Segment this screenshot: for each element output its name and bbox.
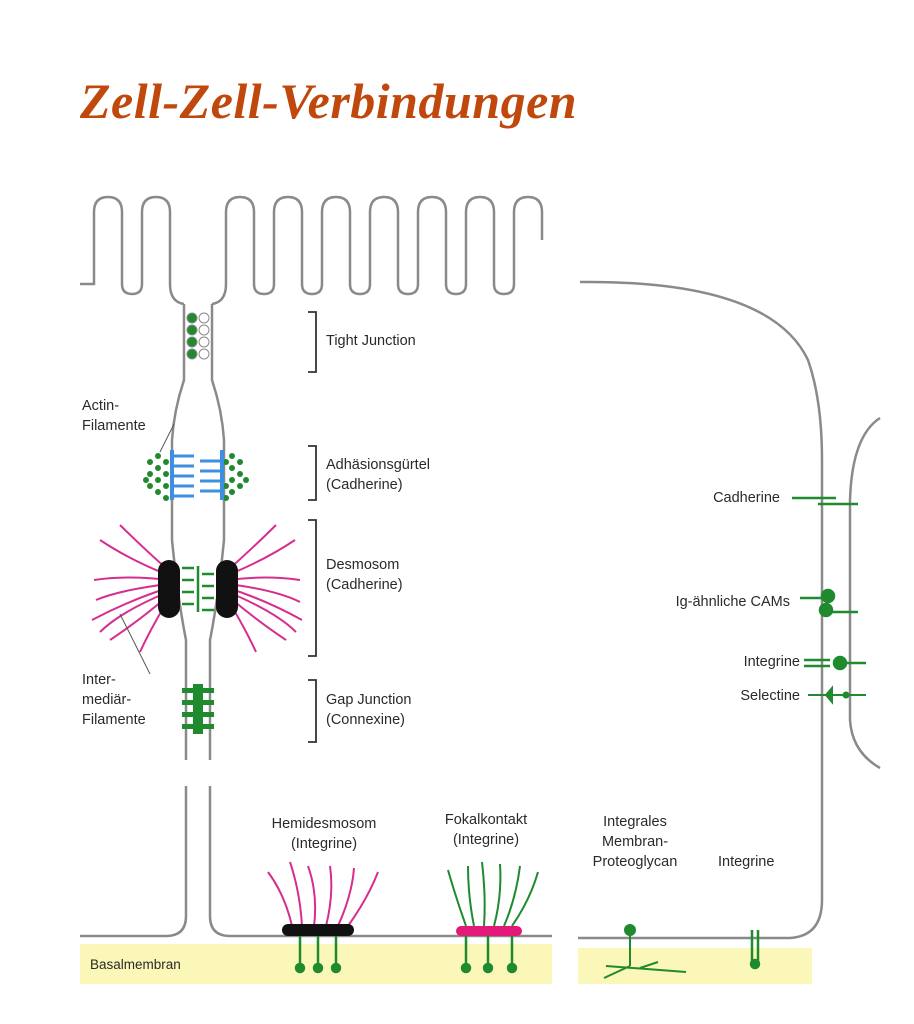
label-adhesion-belt: Adhäsionsgürtel (Cadherine) (326, 457, 430, 493)
hemidesmosome-plaque (282, 924, 354, 936)
page-title: Zell-Zell-Verbindungen (80, 73, 578, 129)
cadherine-glyph (792, 496, 858, 506)
tight-junction-strands (186, 312, 210, 360)
label-integrine-right: Integrine (743, 654, 800, 670)
label-gap-junction: Gap Junction (Connexine) (326, 692, 412, 728)
gap-junction-connexons (182, 684, 214, 734)
label-intermediate-filaments: Inter- mediär- Filamente (82, 672, 146, 728)
lateral-membrane-lower (80, 786, 552, 938)
label-selectine: Selectine (740, 688, 800, 704)
junction-brackets (308, 311, 317, 743)
integrin-basal-glyph (749, 930, 761, 970)
label-focal-contact: Fokalkontakt (Integrine) (444, 812, 528, 848)
focal-contact-integrins (460, 936, 518, 974)
label-actin-filaments: Actin- Filamente (82, 398, 146, 434)
proteoglycan-glyph (603, 924, 687, 979)
focal-contact-filaments (447, 861, 539, 927)
integrine-glyph (804, 655, 866, 671)
lateral-membrane-left (170, 304, 188, 760)
adhesion-belt-cadherins (170, 450, 224, 500)
lateral-membrane-right (208, 304, 226, 760)
actin-filament-dots (143, 453, 249, 501)
focal-contact-plaque (456, 926, 522, 936)
desmosome-plaques (158, 560, 238, 618)
neighbor-cell-membrane (848, 416, 881, 770)
label-proteoglycan: Integrales Membran- Proteoglycan (592, 814, 678, 870)
label-basalmembran: Basalmembran (90, 957, 181, 972)
desmosome-cadherins (182, 566, 214, 612)
label-tight-junction: Tight Junction (326, 333, 416, 349)
label-integrine-basal: Integrine (718, 854, 775, 870)
leader-lines (119, 423, 175, 675)
selectine-glyph (808, 685, 866, 705)
label-desmosome: Desmosom (Cadherine) (326, 557, 403, 593)
microvilli-membrane (80, 195, 544, 306)
label-cadherine: Cadherine (713, 490, 780, 506)
hemidesmosome-filaments (267, 861, 379, 927)
right-cell-membrane (578, 280, 824, 940)
label-ig-cams: Ig-ähnliche CAMs (675, 594, 790, 610)
label-hemidesmosome: Hemidesmosom (Integrine) (271, 816, 377, 852)
ig-cams-glyph (800, 588, 858, 618)
hemidesmosome-integrins (294, 936, 342, 974)
